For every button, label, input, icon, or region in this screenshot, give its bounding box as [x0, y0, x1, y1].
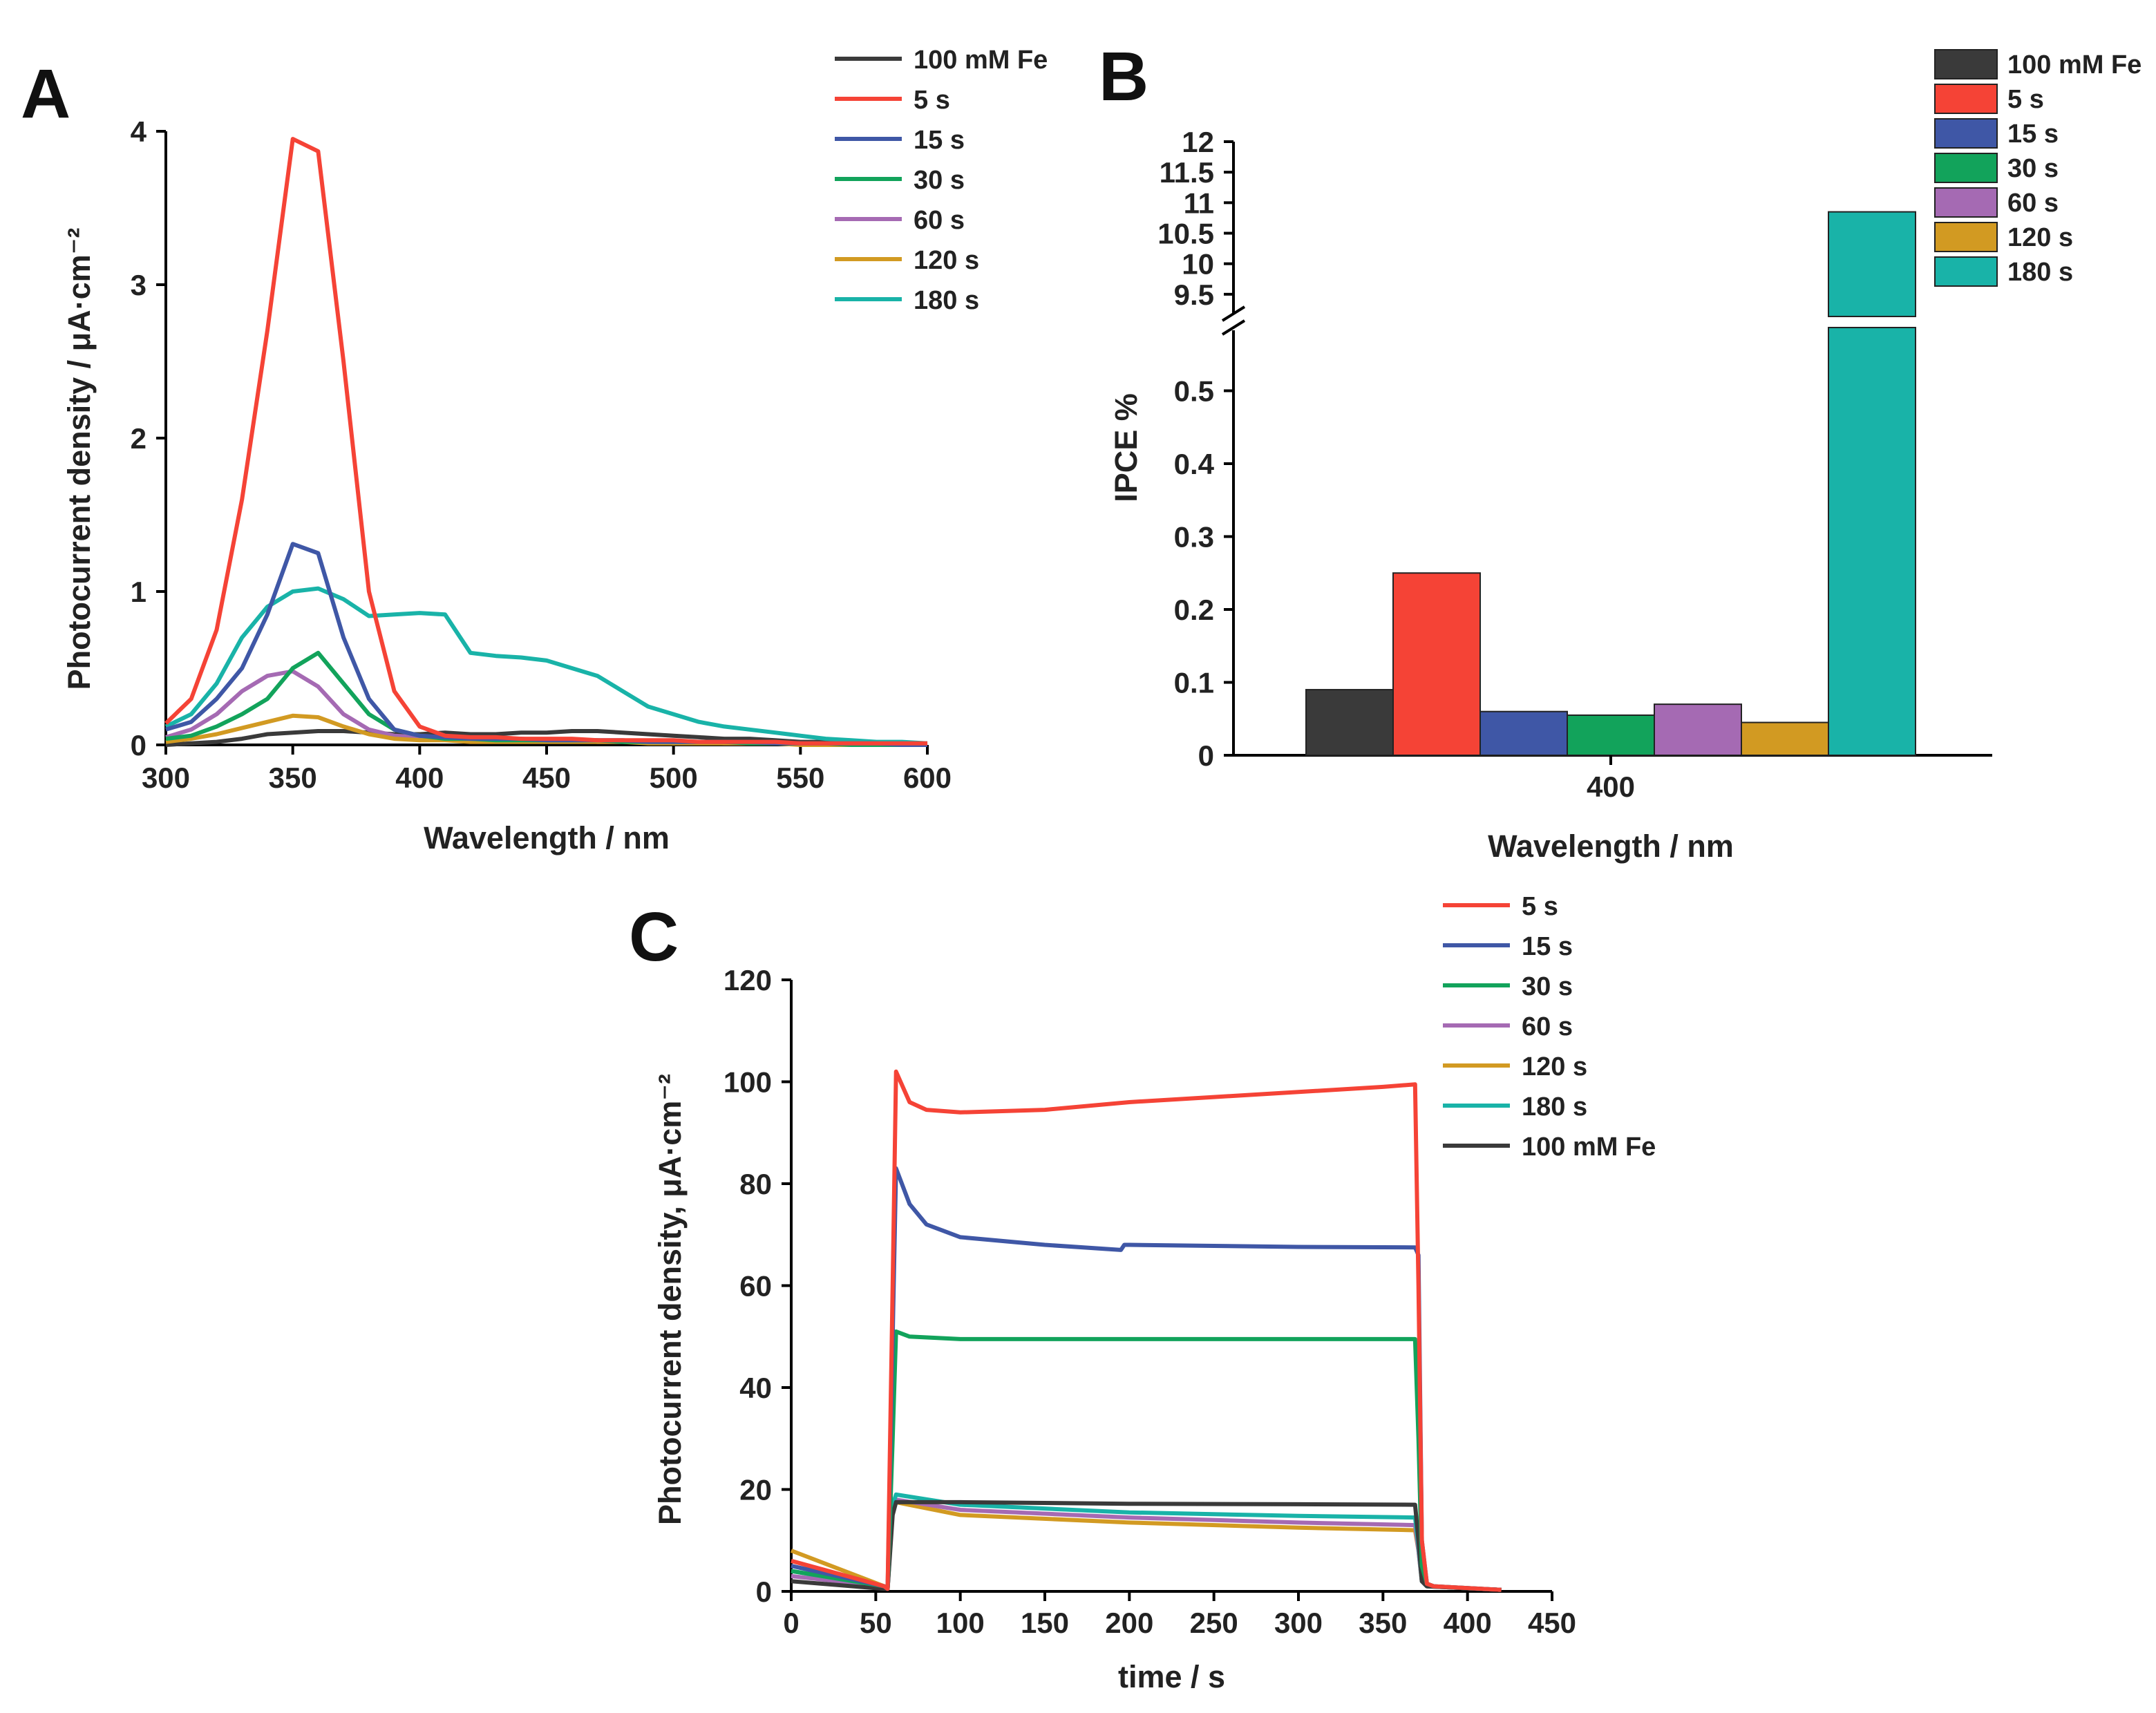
legend-label: 180 s	[2007, 258, 2073, 287]
x-tick-label: 450	[522, 761, 571, 794]
legend-label: 180 s	[914, 286, 979, 315]
bar	[1741, 721, 1829, 757]
legend-swatch	[1934, 118, 1998, 149]
y-tick-label: 100	[724, 1066, 772, 1099]
x-tick-label: 550	[776, 761, 824, 794]
y-tick-label: 11	[1184, 187, 1214, 219]
x-axis-label: Wavelength / nm	[1488, 829, 1734, 864]
bar	[1828, 211, 1916, 318]
legend-label: 5 s	[914, 86, 950, 115]
y-tick-label: 10.5	[1157, 218, 1214, 250]
x-tick-label: 300	[1274, 1607, 1323, 1639]
x-tick-label: 600	[903, 761, 952, 794]
y-tick-label: 0.1	[1174, 667, 1214, 699]
x-tick-label: 400	[395, 761, 444, 794]
x-tick-label: 100	[936, 1607, 985, 1639]
y-tick-label: 20	[739, 1474, 772, 1506]
series-line	[791, 1069, 1502, 1592]
legend-label: 180 s	[1522, 1092, 1587, 1122]
bar	[1654, 703, 1742, 757]
legend-swatch	[1934, 153, 1998, 183]
legend-label: 60 s	[2007, 189, 2059, 218]
x-tick-label: 400	[1444, 1607, 1492, 1639]
y-tick-label: 0	[131, 729, 146, 761]
series-line	[164, 586, 928, 746]
y-tick-label: 0.5	[1174, 375, 1214, 408]
legend-label: 15 s	[1522, 932, 1573, 961]
legend-swatch	[1934, 256, 1998, 287]
series-line	[164, 137, 927, 746]
x-axis-label: Wavelength / nm	[424, 820, 670, 855]
legend-label: 30 s	[914, 166, 965, 195]
legend-label: 60 s	[914, 206, 965, 235]
legend-label: 15 s	[914, 126, 965, 155]
x-tick-label: 50	[860, 1607, 892, 1639]
axis-break-mark	[1221, 305, 1246, 322]
panel-label-b: B	[1099, 38, 1148, 115]
x-tick-label: 350	[1359, 1607, 1407, 1639]
y-tick-label: 0	[1198, 739, 1214, 772]
y-tick-label: 10	[1182, 248, 1214, 281]
legend-label: 30 s	[2007, 154, 2059, 183]
legend-swatch	[1934, 84, 1998, 114]
axis-break-mark	[1221, 319, 1246, 336]
y-tick-label: 9.5	[1174, 278, 1214, 311]
legend-label: 120 s	[2007, 223, 2073, 252]
series-line	[165, 542, 927, 747]
y-tick-label: 0.2	[1174, 594, 1214, 626]
x-tick-label: 350	[269, 761, 317, 794]
y-tick-label: 2	[131, 422, 146, 455]
y-tick-label: 11.5	[1160, 156, 1214, 189]
y-tick-label: 1	[131, 576, 146, 608]
legend-swatch	[1934, 222, 1998, 252]
series-line	[791, 1492, 1502, 1592]
y-tick-label: 0.4	[1174, 448, 1215, 480]
x-axis-label: time / s	[1118, 1659, 1225, 1694]
x-tick-label: 500	[650, 761, 698, 794]
legend-label: 100 mM Fe	[2007, 50, 2141, 79]
bar	[1479, 710, 1568, 756]
x-tick-label: 200	[1105, 1607, 1153, 1639]
bar	[1828, 327, 1916, 756]
y-axis-label: Photocurrent density, μA·cm⁻²	[652, 1074, 688, 1525]
y-tick-label: 3	[131, 269, 146, 301]
legend-label: 100 mM Fe	[1522, 1133, 1656, 1162]
x-tick-label: 250	[1190, 1607, 1238, 1639]
y-tick-label: 0.3	[1174, 521, 1214, 553]
y-tick-label: 120	[724, 964, 772, 996]
chart-panel-c: 0 50 100 150 200 250 300 350 400 450 0 20 40 60 80 100 1…	[652, 892, 1656, 1694]
legend-label: 15 s	[2007, 120, 2059, 149]
legend-label: 5 s	[1522, 892, 1558, 921]
series-line	[791, 1329, 1502, 1592]
x-tick-label: 0	[783, 1607, 799, 1639]
legend-label: 5 s	[2007, 85, 2044, 114]
y-tick-label: 12	[1182, 126, 1214, 158]
legend-swatch	[1934, 187, 1998, 218]
bar	[1567, 714, 1655, 756]
x-tick-label: 150	[1021, 1607, 1069, 1639]
legend-label: 30 s	[1522, 972, 1573, 1001]
bar	[1392, 572, 1481, 756]
panel-label-a: A	[21, 55, 70, 133]
y-axis-label: IPCE %	[1108, 393, 1144, 502]
bar	[1305, 689, 1394, 756]
panel-label-c: C	[629, 898, 679, 976]
y-tick-label: 40	[739, 1372, 772, 1404]
legend-label: 60 s	[1522, 1012, 1573, 1041]
y-tick-label: 4	[131, 115, 147, 148]
y-tick-label: 0	[756, 1575, 772, 1608]
x-tick-label: 300	[142, 761, 190, 794]
y-tick-label: 80	[739, 1168, 772, 1200]
x-tick-label: 400	[1587, 770, 1635, 803]
legend-label: 120 s	[914, 246, 979, 275]
legend-swatch	[1934, 49, 1998, 79]
legend-label: 120 s	[1522, 1052, 1587, 1081]
legend-label: 100 mM Fe	[914, 46, 1048, 75]
y-axis-label: Photocurrent density / μA·cm⁻²	[62, 228, 97, 690]
chart-panel-a: 300 350 400 450 500 550 600 0 1 2 3 4 Wavelength / n…	[62, 46, 1048, 855]
y-tick-label: 60	[739, 1270, 772, 1303]
x-tick-label: 450	[1528, 1607, 1576, 1639]
